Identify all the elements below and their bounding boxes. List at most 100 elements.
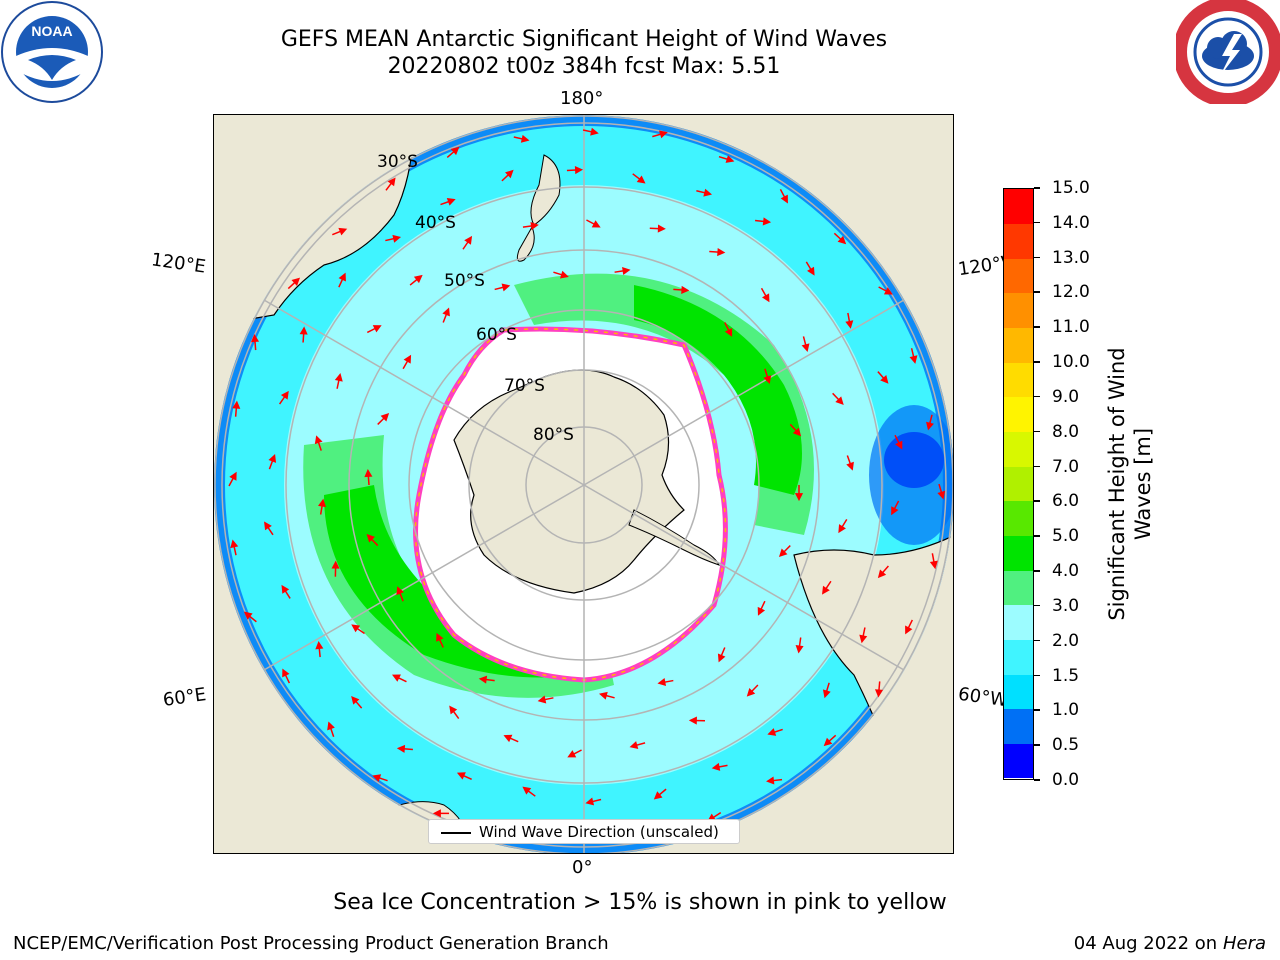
wind-wave-arrowhead (590, 127, 599, 136)
map-subtitle: 20220802 t00z 384h fcst Max: 5.51 (387, 54, 781, 79)
latitude-label: 70°S (504, 376, 545, 396)
wind-wave-arrowhead (230, 539, 239, 549)
colorbar-tick-label: 3.0 (1052, 595, 1080, 616)
wind-wave-arrowhead (585, 797, 595, 806)
colorbar-title: Significant Height of Wind Waves [m] (1105, 347, 1155, 621)
wind-wave-arrowhead (243, 611, 253, 620)
wind-wave-arrowhead (778, 548, 788, 558)
colorbar-tick (1034, 430, 1040, 433)
sea-ice-note: Sea Ice Concentration > 15% is shown in … (333, 890, 947, 915)
colorbar-segment (1004, 223, 1033, 259)
wind-wave-arrowhead (763, 375, 772, 385)
wind-wave-arrowhead (505, 169, 514, 179)
colorbar-tick (1034, 395, 1040, 398)
wind-wave-arrowhead (766, 776, 775, 785)
longitude-label-0: 0° (572, 857, 593, 878)
wind-wave-arrowhead (746, 688, 756, 697)
wind-wave-arrowhead (530, 221, 539, 230)
wind-wave-arrowhead (229, 471, 237, 481)
colorbar-segment (1004, 743, 1033, 779)
wind-wave-arrowhead (659, 130, 668, 139)
wind-wave-arrowhead (636, 175, 646, 184)
latitude-label: 80°S (533, 425, 574, 445)
wind-wave-arrowhead (724, 327, 733, 337)
wind-wave-arrowhead (442, 307, 450, 317)
wind-wave-arrowhead (387, 177, 396, 187)
longitude-label-60e: 60°E (161, 684, 208, 711)
wind-wave-arrowhead (315, 641, 324, 650)
colorbar (1003, 188, 1034, 780)
latitude-label: 40°S (415, 213, 456, 233)
colorbar-segment (1004, 258, 1033, 294)
colorbar-tick (1034, 187, 1040, 189)
wind-wave-arrowhead (762, 217, 772, 226)
colorbar-tick (1034, 674, 1040, 677)
colorbar-tick-label: 12.0 (1052, 282, 1090, 303)
latitude-label: 60°S (476, 325, 517, 345)
wind-wave-arrowhead (334, 373, 343, 382)
colorbar-tick-label: 5.0 (1052, 526, 1080, 547)
colorbar-tick-label: 7.0 (1052, 456, 1080, 477)
wind-wave-arrowhead (874, 689, 884, 698)
longitude-label-180: 180° (560, 88, 604, 109)
wind-wave-arrowhead (574, 165, 584, 175)
wind-wave-arrowhead (446, 198, 456, 206)
wind-wave-arrowhead (314, 435, 323, 445)
wind-wave-arrowhead (792, 427, 802, 437)
wind-wave-arrowhead (250, 333, 260, 343)
colorbar-tick (1034, 535, 1040, 537)
wind-wave-arrowhead (877, 569, 887, 579)
wind-wave-arrowhead (366, 533, 375, 543)
latitude-label: 50°S (444, 271, 485, 291)
wind-wave-arrowhead (822, 689, 831, 699)
wind-wave-arrowhead (567, 750, 577, 758)
wind-wave-arrowhead (281, 584, 290, 594)
wind-wave-arrowhead (880, 375, 889, 384)
wind-wave-arrowhead (449, 705, 458, 715)
wind-wave-arrowhead (895, 440, 903, 450)
credit-line: NCEP/EMC/Verification Post Processing Pr… (13, 933, 609, 954)
colorbar-tick-label: 0.0 (1052, 770, 1080, 790)
nws-logo (1176, 0, 1280, 104)
colorbar-tick (1034, 604, 1040, 607)
wind-wave-arrowhead (351, 695, 360, 705)
wind-wave-arrowhead (891, 506, 899, 516)
timestamp: 04 Aug 2022 on Hera (1073, 933, 1266, 954)
wind-wave-arrowhead (299, 326, 308, 335)
wind-wave-arrowhead (622, 266, 631, 275)
wind-wave-arrowhead (657, 678, 667, 687)
wind-wave-arrowhead (478, 675, 488, 684)
wind-wave-arrowhead (717, 248, 726, 257)
colorbar-segment (1004, 189, 1033, 225)
wind-wave-arrowhead (845, 320, 854, 329)
colorbar-segment (1004, 396, 1033, 433)
wind-wave-arrowhead (681, 285, 690, 294)
colorbar-tick (1034, 744, 1040, 746)
wind-wave-arrowhead (859, 634, 868, 644)
wind-wave-arrowhead (520, 134, 530, 143)
wind-wave-arrowhead (822, 585, 830, 595)
noaa-logo: NOAA (1, 1, 103, 103)
colorbar-tick-label: 1.5 (1052, 665, 1080, 686)
wind-wave-arrowhead (883, 287, 893, 295)
wind-wave-arrowhead (560, 270, 569, 279)
colorbar-tick-label: 9.0 (1052, 386, 1080, 407)
colorbar-segment (1004, 570, 1033, 606)
colorbar-segment (1004, 362, 1033, 398)
wind-wave-arrowhead (327, 721, 335, 731)
wind-wave-arrowhead (522, 786, 532, 795)
wind-wave-arrowhead (432, 809, 441, 818)
wind-wave-arrowhead (657, 224, 666, 233)
wind-wave-arrowhead (364, 468, 373, 478)
colorbar-tick-label: 4.0 (1052, 561, 1080, 582)
legend-label: Wind Wave Direction (unscaled) (479, 823, 719, 841)
legend-line-icon (441, 832, 471, 834)
colorbar-tick (1034, 221, 1040, 224)
wind-wave-arrowhead (537, 695, 547, 704)
wind-wave-arrowhead (794, 493, 804, 502)
wind-wave-arrowhead (688, 716, 697, 725)
wind-wave-arrowhead (503, 734, 513, 743)
colorbar-tick-label: 13.0 (1052, 247, 1090, 268)
colorbar-tick (1034, 326, 1040, 328)
wind-wave-arrowhead (264, 521, 272, 531)
